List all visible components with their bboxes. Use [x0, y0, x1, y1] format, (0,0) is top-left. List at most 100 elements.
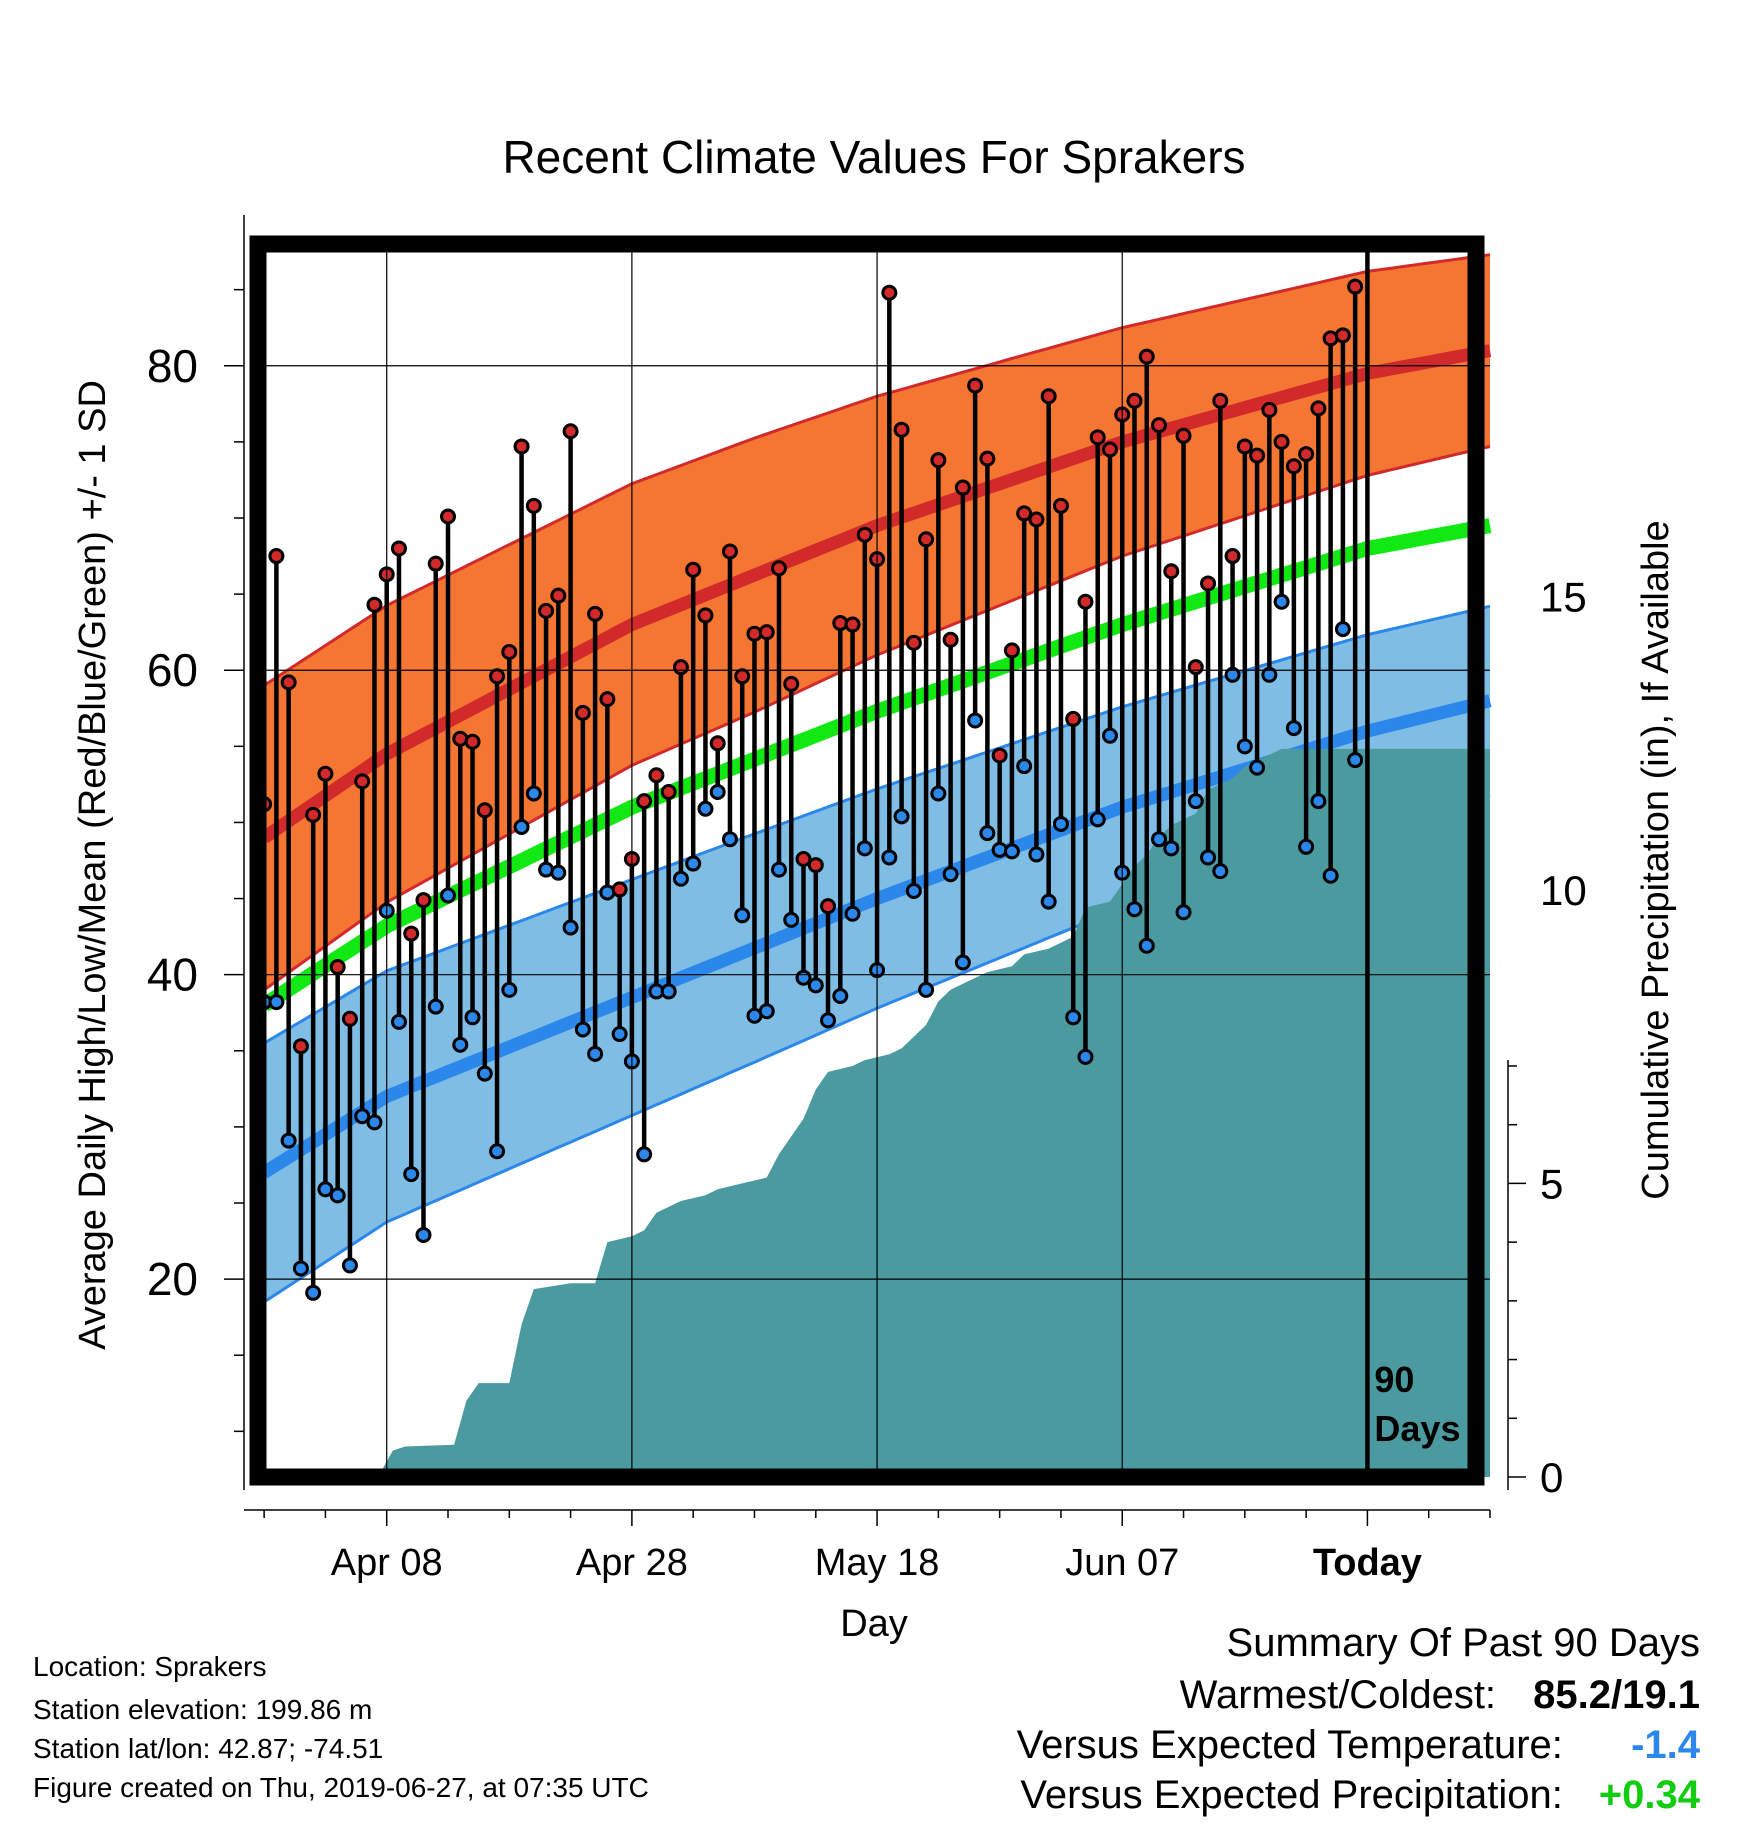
- location-text: Location: Sprakers: [33, 1651, 267, 1682]
- daily-low-point: [329, 1187, 346, 1204]
- daily-low-point: [954, 954, 971, 971]
- summary-temperature: Versus Expected Temperature: -1.4: [1017, 1725, 1700, 1765]
- daily-low-point: [1151, 831, 1168, 848]
- daily-low-point: [1187, 793, 1204, 810]
- daily-low-point: [1126, 901, 1143, 918]
- daily-high-point: [918, 531, 935, 548]
- summary-warmest: Warmest/Coldest: 85.2/19.1: [1180, 1675, 1700, 1715]
- elevation-text: Station elevation: 199.86 m: [33, 1694, 373, 1725]
- daily-high-point: [672, 659, 689, 676]
- daily-low-point: [1249, 759, 1266, 776]
- y2-tick-label: 5: [1540, 1160, 1563, 1207]
- daily-high-point: [1151, 417, 1168, 434]
- daily-high-point: [1236, 438, 1253, 455]
- daily-high-point: [1224, 548, 1241, 565]
- daily-low-point: [709, 784, 726, 800]
- daily-high-point: [427, 555, 444, 572]
- daily-low-point: [354, 1108, 371, 1125]
- daily-low-point: [341, 1257, 358, 1274]
- daily-low-point: [1298, 838, 1315, 855]
- daily-low-point: [513, 819, 530, 836]
- daily-low-point: [1138, 937, 1155, 954]
- x-tick-label: Apr 28: [576, 1542, 688, 1584]
- daily-low-point: [489, 1143, 506, 1160]
- daily-high-point: [599, 691, 616, 708]
- daily-low-point: [697, 800, 714, 817]
- daily-low-point: [1200, 849, 1217, 866]
- daily-low-point: [881, 849, 898, 866]
- daily-high-point: [1040, 388, 1057, 405]
- daily-high-point: [795, 850, 812, 867]
- y-tick-label: 40: [147, 949, 198, 1001]
- daily-high-point: [1052, 497, 1069, 514]
- daily-high-point: [820, 898, 837, 915]
- daily-low-point: [807, 977, 824, 994]
- daily-high-point: [758, 624, 775, 641]
- daily-low-point: [721, 831, 738, 848]
- daily-low-point: [672, 870, 689, 887]
- x-tick-label: Apr 08: [331, 1542, 443, 1584]
- daily-low-point: [1334, 621, 1351, 638]
- daily-high-point: [1273, 433, 1290, 450]
- daily-low-point: [427, 998, 444, 1015]
- daily-low-point: [1065, 1009, 1082, 1026]
- daily-low-point: [452, 1036, 469, 1053]
- daily-low-point: [1175, 904, 1192, 921]
- daily-high-point: [1175, 427, 1192, 444]
- daily-high-point: [489, 668, 506, 685]
- daily-high-point: [440, 508, 457, 525]
- daily-low-point: [979, 825, 996, 842]
- daily-low-point: [1163, 840, 1180, 857]
- daily-high-point: [856, 526, 873, 543]
- daily-high-point: [354, 773, 371, 790]
- daily-low-point: [574, 1021, 591, 1038]
- daily-high-point: [538, 602, 555, 619]
- daily-high-point: [317, 765, 334, 782]
- daily-low-point: [390, 1013, 407, 1030]
- daily-low-point: [905, 882, 922, 899]
- daily-low-point: [1212, 863, 1229, 880]
- daily-high-point: [292, 1038, 309, 1055]
- daily-low-point: [317, 1181, 334, 1198]
- daily-low-point: [1028, 846, 1045, 863]
- daily-high-point: [1028, 511, 1045, 528]
- daily-high-point: [942, 631, 959, 648]
- daily-high-point: [1089, 429, 1106, 446]
- daily-high-point: [648, 767, 665, 784]
- daily-low-point: [1016, 758, 1033, 775]
- daily-low-point: [1310, 793, 1327, 810]
- daily-high-point: [268, 548, 285, 565]
- daily-low-point: [770, 861, 787, 878]
- daily-high-point: [905, 634, 922, 651]
- daily-low-point: [415, 1226, 432, 1243]
- daily-high-point: [1126, 392, 1143, 409]
- daily-low-point: [1224, 666, 1241, 683]
- daily-high-point: [1101, 441, 1118, 458]
- created-text: Figure created on Thu, 2019-06-27, at 07…: [33, 1772, 649, 1803]
- plot-frame: [249, 235, 1485, 1486]
- daily-low-point: [893, 808, 910, 825]
- daily-low-point: [783, 911, 800, 928]
- daily-low-point: [587, 1045, 604, 1062]
- warmest-value: 85.2/19.1: [1533, 1673, 1700, 1717]
- daily-low-point: [930, 785, 947, 802]
- daily-high-point: [501, 643, 518, 660]
- daily-low-point: [685, 855, 702, 872]
- daily-low-point: [758, 1003, 775, 1020]
- precipitation-label: Versus Expected Precipitation:: [1020, 1773, 1563, 1817]
- daily-low-point: [1322, 867, 1339, 884]
- daily-high-point: [390, 540, 407, 557]
- daily-high-point: [685, 561, 702, 578]
- daily-low-point: [562, 919, 579, 936]
- daily-low-point: [1077, 1048, 1094, 1065]
- daily-high-point: [476, 802, 493, 819]
- daily-high-point: [893, 421, 910, 438]
- daily-high-point: [991, 747, 1008, 764]
- daily-high-point: [403, 925, 420, 942]
- x-tick-label: Today: [1313, 1542, 1422, 1584]
- daily-low-point: [305, 1284, 322, 1301]
- daily-low-point: [844, 905, 861, 922]
- daily-high-point: [562, 423, 579, 440]
- daily-low-point: [856, 840, 873, 857]
- daily-high-point: [1138, 348, 1155, 365]
